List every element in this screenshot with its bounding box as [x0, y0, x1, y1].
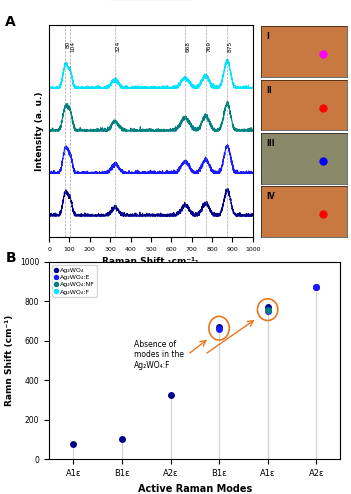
- Text: 324: 324: [115, 41, 120, 52]
- Text: III: III: [267, 139, 275, 148]
- Text: B: B: [5, 251, 16, 265]
- Legend: Ag₂WO₄, Ag₂WO₄:E, Ag₂WO₄:NF, Ag₂WO₄:F: Ag₂WO₄, Ag₂WO₄:E, Ag₂WO₄:NF, Ag₂WO₄:F: [52, 265, 97, 297]
- X-axis label: Active Raman Modes: Active Raman Modes: [138, 484, 252, 494]
- Text: IV: IV: [267, 192, 276, 202]
- Text: 875: 875: [228, 41, 233, 52]
- X-axis label: Raman Shift ₁cm⁻¹₁: Raman Shift ₁cm⁻¹₁: [102, 257, 199, 266]
- Text: I: I: [267, 32, 270, 41]
- Text: 104: 104: [71, 41, 76, 52]
- Y-axis label: Ramn Shift (cm⁻¹): Ramn Shift (cm⁻¹): [6, 315, 14, 406]
- Text: 769: 769: [206, 41, 211, 52]
- Y-axis label: Intensity (a. u.): Intensity (a. u.): [35, 91, 44, 170]
- Text: 668: 668: [186, 41, 191, 52]
- Text: II: II: [267, 85, 272, 95]
- Text: 80: 80: [66, 41, 71, 48]
- Text: Absence of
modes in the
Ag₂WO₄:F: Absence of modes in the Ag₂WO₄:F: [134, 340, 184, 370]
- Text: A: A: [5, 15, 16, 29]
